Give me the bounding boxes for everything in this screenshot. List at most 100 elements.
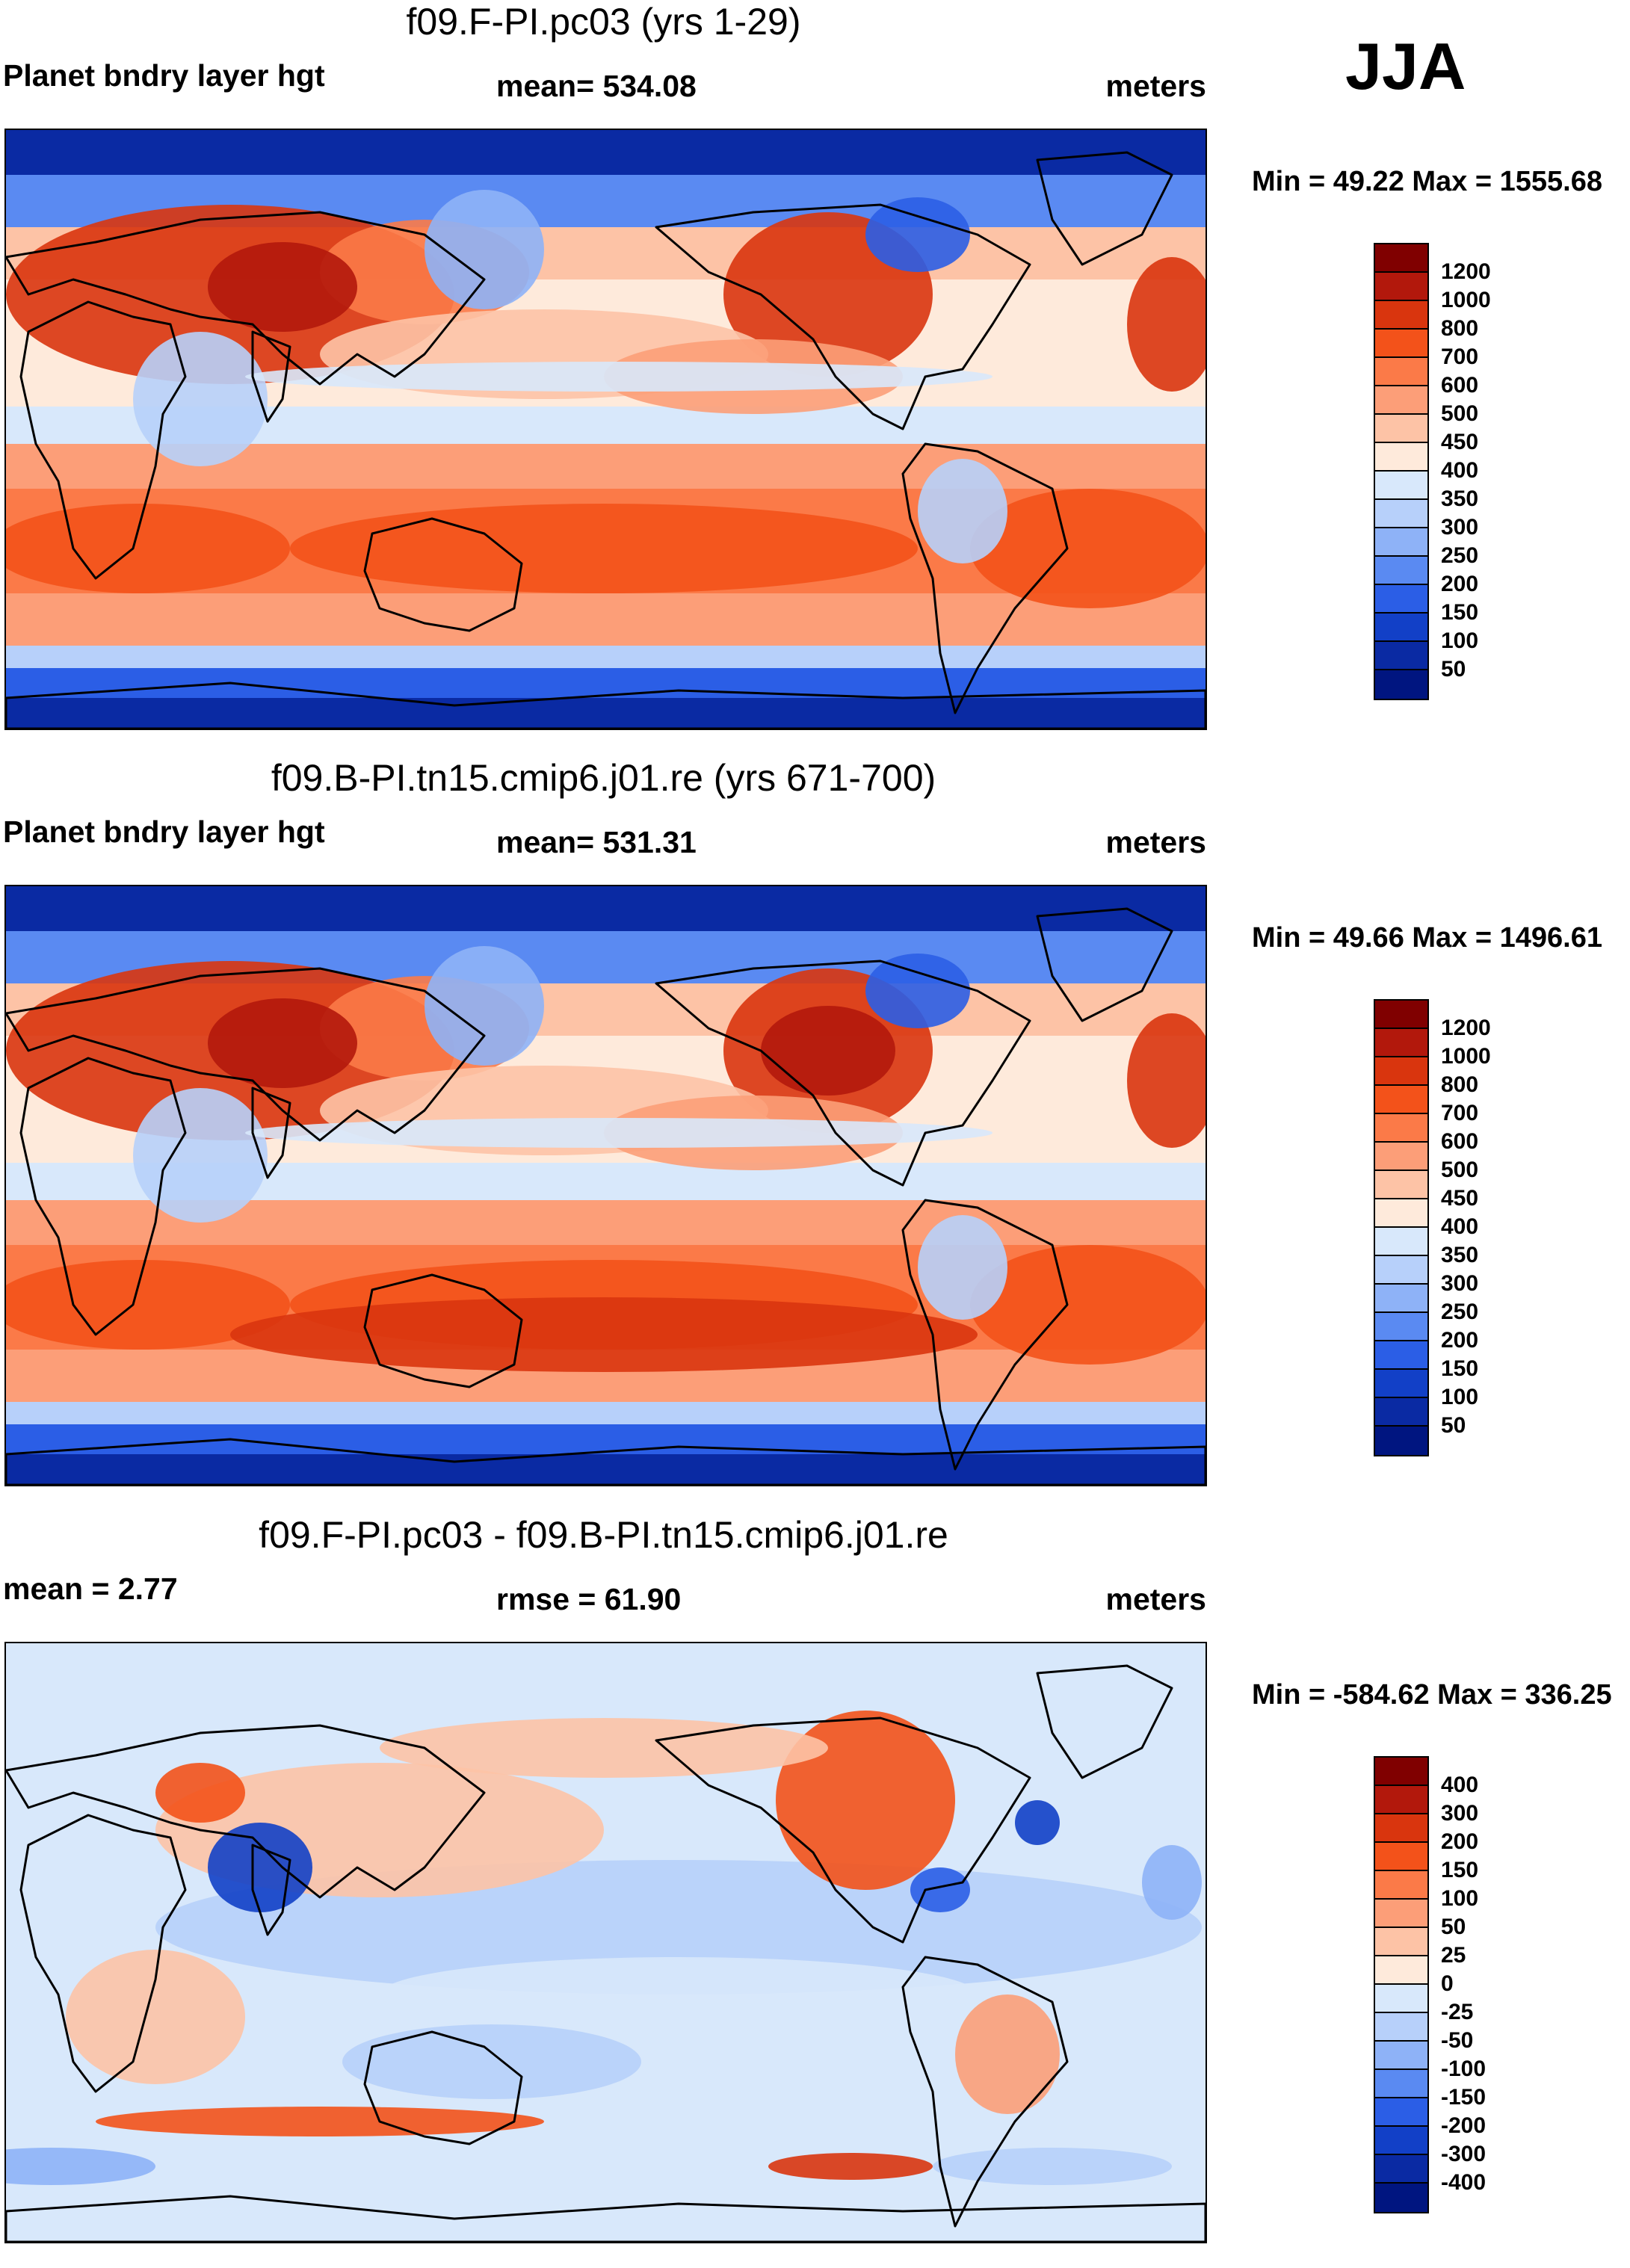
variable-label: Planet bndry layer hgt bbox=[3, 815, 325, 849]
legend-swatch bbox=[1375, 1814, 1427, 1843]
legend-swatch bbox=[1375, 500, 1427, 528]
coastline bbox=[251, 1844, 291, 1936]
legend-label: 250 bbox=[1441, 543, 1479, 568]
coastline bbox=[19, 1057, 187, 1336]
legend-label: 700 bbox=[1441, 344, 1479, 369]
legend-label: 50 bbox=[1441, 1413, 1466, 1438]
legend-swatch bbox=[1375, 585, 1427, 614]
min-max-label: Min = -584.62 Max = 336.25 bbox=[1252, 1679, 1612, 1711]
color-legend: 1200 1000 800 700 600 500 450 400 350 300 250 200 15… bbox=[1374, 243, 1491, 700]
legend-swatch bbox=[1375, 2184, 1427, 2212]
legend-swatch bbox=[1375, 2155, 1427, 2184]
legend-label: 100 bbox=[1441, 1886, 1479, 1911]
legend-swatch bbox=[1375, 386, 1427, 415]
legend-label: 400 bbox=[1441, 1214, 1479, 1239]
legend-swatch bbox=[1375, 1928, 1427, 1956]
legend-swatch bbox=[1375, 2098, 1427, 2127]
panel-title: f09.F-PI.pc03 - f09.B-PI.tn15.cmip6.j01.… bbox=[259, 1514, 948, 1556]
legend-label: 700 bbox=[1441, 1101, 1479, 1125]
legend-swatch bbox=[1375, 1256, 1427, 1285]
legend-swatch bbox=[1375, 472, 1427, 500]
legend-label: 1200 bbox=[1441, 259, 1491, 284]
legend-label: 150 bbox=[1441, 600, 1479, 625]
legend-label: -50 bbox=[1441, 2028, 1474, 2053]
legend-label: 300 bbox=[1441, 1801, 1479, 1826]
legend-swatch bbox=[1375, 614, 1427, 642]
units-label: meters bbox=[1105, 1582, 1206, 1616]
legend-label: -300 bbox=[1441, 2142, 1487, 2166]
panel-title: f09.B-PI.tn15.cmip6.j01.re (yrs 671-700) bbox=[271, 757, 936, 799]
legend-swatch bbox=[1375, 2013, 1427, 2042]
legend-label: 400 bbox=[1441, 458, 1479, 483]
coastline bbox=[363, 1273, 523, 1388]
coastline bbox=[655, 960, 1031, 1187]
legend-swatch bbox=[1375, 358, 1427, 386]
world-map bbox=[4, 1642, 1207, 2243]
coastline bbox=[251, 330, 291, 423]
legend-label: 350 bbox=[1441, 486, 1479, 511]
coastline bbox=[901, 442, 1069, 714]
panel-control-run: f09.F-PI.pc03 (yrs 1-29) Planet bndry la… bbox=[0, 0, 1630, 755]
legend-label: -100 bbox=[1441, 2057, 1487, 2081]
legend-label: 500 bbox=[1441, 1158, 1479, 1182]
legend-label: 25 bbox=[1441, 1943, 1466, 1968]
coastline bbox=[6, 967, 486, 1142]
legend-swatch bbox=[1375, 1758, 1427, 1786]
legend-swatch bbox=[1375, 1029, 1427, 1057]
min-max-label: Min = 49.22 Max = 1555.68 bbox=[1252, 166, 1602, 197]
legend-swatch bbox=[1375, 2042, 1427, 2070]
legend-swatch bbox=[1375, 1341, 1427, 1370]
coastline bbox=[6, 682, 1205, 729]
units-label: meters bbox=[1105, 825, 1206, 859]
rmse-label: rmse = 61.90 bbox=[496, 1582, 682, 1616]
legend-swatch bbox=[1375, 1900, 1427, 1928]
color-legend: 400 300 200 150 100 50 25 0 -25 -50 -100 -150 -200 -3… bbox=[1374, 1756, 1486, 2213]
legend-label: 0 bbox=[1441, 1971, 1454, 1996]
legend-label: 100 bbox=[1441, 628, 1479, 653]
legend-swatch bbox=[1375, 1228, 1427, 1256]
mean-label: mean = 2.77 bbox=[3, 1572, 178, 1606]
legend-swatch bbox=[1375, 557, 1427, 585]
legend-swatch bbox=[1375, 528, 1427, 557]
legend-swatch bbox=[1375, 273, 1427, 301]
coastline bbox=[363, 2030, 523, 2145]
legend-swatch bbox=[1375, 1199, 1427, 1228]
legend-swatch bbox=[1375, 1398, 1427, 1427]
world-map bbox=[4, 129, 1207, 730]
coastline bbox=[6, 1724, 486, 1899]
legend-label: 100 bbox=[1441, 1385, 1479, 1409]
legend-swatch bbox=[1375, 1114, 1427, 1143]
season-label: JJA bbox=[1345, 29, 1466, 103]
legend-label: -25 bbox=[1441, 2000, 1474, 2024]
panel-title: f09.F-PI.pc03 (yrs 1-29) bbox=[406, 1, 801, 43]
legend-label: 500 bbox=[1441, 401, 1479, 426]
coastline bbox=[655, 1717, 1031, 1944]
coastline bbox=[6, 2195, 1205, 2242]
legend-label: 450 bbox=[1441, 1186, 1479, 1211]
coastline bbox=[1036, 151, 1173, 266]
legend-swatch bbox=[1375, 670, 1427, 699]
legend-swatch bbox=[1375, 1985, 1427, 2013]
legend-swatch bbox=[1375, 2070, 1427, 2098]
legend-label: 300 bbox=[1441, 515, 1479, 540]
legend-label: 50 bbox=[1441, 657, 1466, 682]
legend-label: 800 bbox=[1441, 1072, 1479, 1097]
legend-label: -150 bbox=[1441, 2085, 1487, 2110]
legend-swatch bbox=[1375, 330, 1427, 358]
legend-swatch bbox=[1375, 1956, 1427, 1985]
legend-swatch bbox=[1375, 1313, 1427, 1341]
panel-difference: f09.F-PI.pc03 - f09.B-PI.tn15.cmip6.j01.… bbox=[0, 1513, 1630, 2268]
legend-swatch bbox=[1375, 1285, 1427, 1313]
legend-swatch bbox=[1375, 1001, 1427, 1029]
legend-label: 250 bbox=[1441, 1300, 1479, 1324]
legend-swatch bbox=[1375, 1086, 1427, 1114]
legend-swatch bbox=[1375, 1786, 1427, 1814]
legend-label: 350 bbox=[1441, 1243, 1479, 1267]
panel-case-run: f09.B-PI.tn15.cmip6.j01.re (yrs 671-700)… bbox=[0, 756, 1630, 1511]
legend-label: 150 bbox=[1441, 1356, 1479, 1381]
variable-label: Planet bndry layer hgt bbox=[3, 58, 325, 93]
legend-label: 50 bbox=[1441, 1915, 1466, 1939]
legend-label: 150 bbox=[1441, 1858, 1479, 1882]
legend-swatch bbox=[1375, 1057, 1427, 1086]
mean-label: mean= 531.31 bbox=[496, 825, 697, 859]
